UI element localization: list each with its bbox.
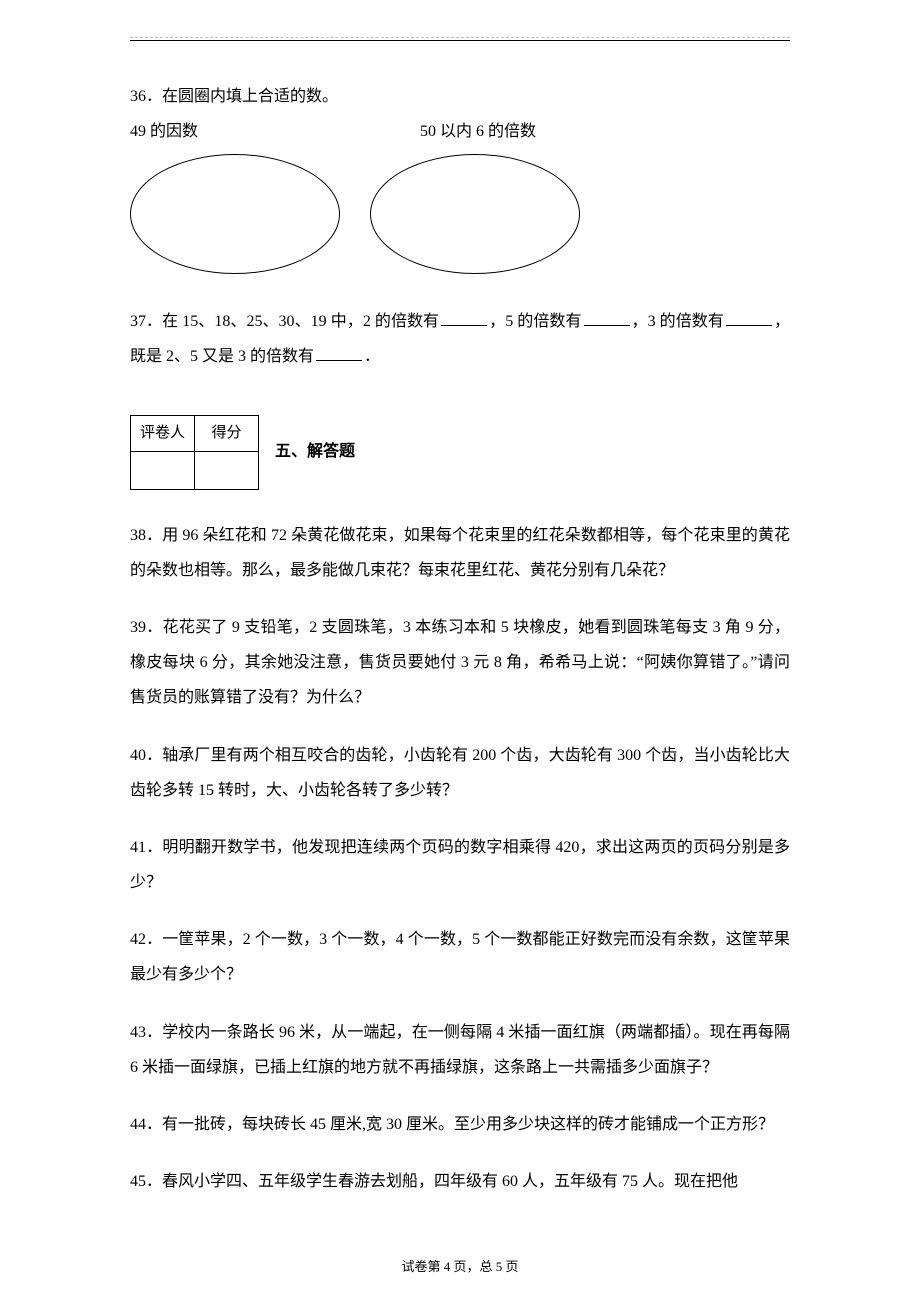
blank-input[interactable] — [726, 310, 772, 326]
q40: 40．轴承厂里有两个相互咬合的齿轮，小齿轮有 200 个齿，大齿轮有 300 个… — [130, 738, 790, 808]
oval-right — [370, 154, 580, 274]
section-5-header: 评卷人 得分 五、解答题 — [130, 415, 790, 490]
score-cell[interactable] — [131, 451, 195, 489]
q37-t1: 37．在 15、18、25、30、19 中，2 的倍数有 — [130, 313, 439, 330]
q37-t2: ，5 的倍数有 — [489, 313, 581, 330]
score-h2: 得分 — [195, 415, 259, 451]
score-h1: 评卷人 — [131, 415, 195, 451]
q36-label-right: 50 以内 6 的倍数 — [420, 120, 536, 144]
q37: 37．在 15、18、25、30、19 中，2 的倍数有 ，5 的倍数有 ，3 的倍… — [130, 304, 790, 374]
q37-t5: ． — [364, 348, 380, 365]
q36-ovals — [130, 154, 790, 274]
q43: 43．学校内一条路长 96 米，从一端起，在一侧每隔 4 米插一面红旗（两端都插… — [130, 1015, 790, 1085]
q44: 44．有一批砖，每块砖长 45 厘米,宽 30 厘米。至少用多少块这样的砖才能铺… — [130, 1107, 790, 1142]
q41: 41．明明翻开数学书，他发现把连续两个页码的数字相乘得 420，求出这两页的页码… — [130, 830, 790, 900]
oval-left — [130, 154, 340, 274]
top-rule — [130, 40, 790, 41]
score-cell[interactable] — [195, 451, 259, 489]
blank-input[interactable] — [584, 310, 630, 326]
q39: 39．花花买了 9 支铅笔，2 支圆珠笔，3 本练习本和 5 块橡皮，她看到圆珠… — [130, 610, 790, 716]
blank-input[interactable] — [316, 345, 362, 361]
blank-input[interactable] — [441, 310, 487, 326]
q36-prompt: 36．在圆圈内填上合适的数。 — [130, 79, 790, 114]
score-table: 评卷人 得分 — [130, 415, 259, 490]
q42: 42．一筐苹果，2 个一数，3 个一数，4 个一数，5 个一数都能正好数完而没有… — [130, 922, 790, 992]
q37-t3: ，3 的倍数有 — [632, 313, 724, 330]
q38: 38．用 96 朵红花和 72 朵黄花做花束，如果每个花束里的红花朵数都相等，每… — [130, 518, 790, 588]
section-5-title: 五、解答题 — [275, 440, 355, 464]
q36-label-left: 49 的因数 — [130, 120, 420, 144]
q45: 45．春风小学四、五年级学生春游去划船，四年级有 60 人，五年级有 75 人。… — [130, 1164, 790, 1199]
page-footer: 试卷第 4 页，总 5 页 — [0, 1257, 920, 1277]
q36-labels: 49 的因数 50 以内 6 的倍数 — [130, 120, 790, 144]
